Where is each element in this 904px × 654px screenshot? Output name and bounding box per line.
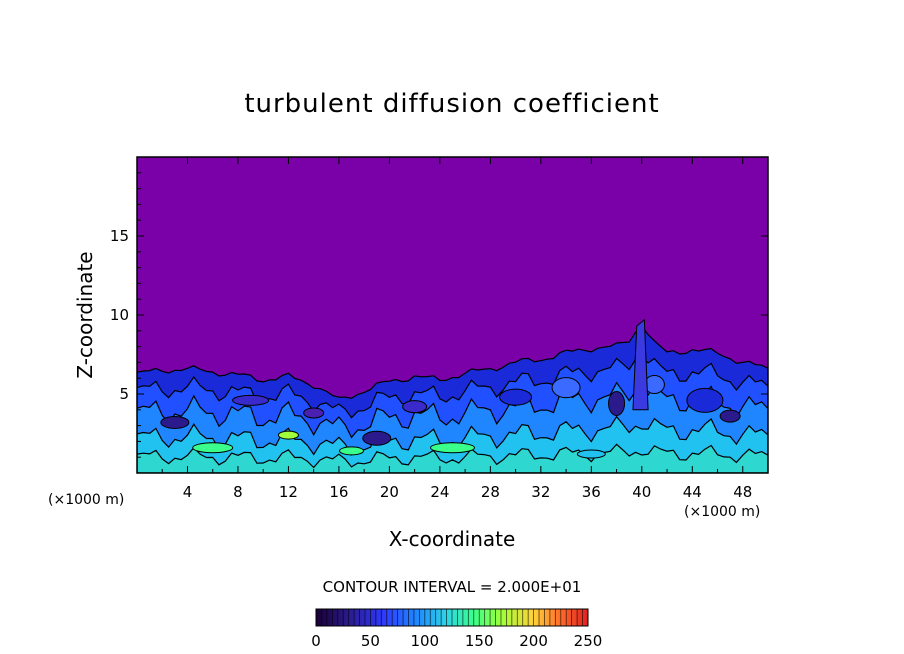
x-unit-left: (×1000 m) [48,492,124,508]
colorbar-contour-lines [321,609,583,626]
eddy-blob [499,388,533,406]
eddy-blob [277,430,299,440]
colorbar-tick-label: 200 [519,632,548,650]
colorbar-tick-label: 0 [311,632,321,650]
colorbar-ticks: 0 50 100 150 200 250 [311,632,602,650]
y-tick-label: 5 [119,385,129,403]
plume [632,318,649,411]
x-tick-label: 40 [632,483,651,501]
x-tick-label: 20 [380,483,399,501]
colorbar-tick-label: 100 [410,632,439,650]
eddy-blob [339,446,365,456]
y-tick-label: 15 [110,227,129,245]
contour-interval-label: CONTOUR INTERVAL = 2.000E+01 [323,578,582,596]
colorbar-tick-label: 150 [465,632,494,650]
eddy-blob [430,442,475,454]
x-axis: 4 8 12 16 20 24 28 32 36 40 44 48 [161,157,752,501]
x-tick-label: 32 [531,483,550,501]
y-axis: 5 10 15 [110,172,768,458]
eddy-blob [232,394,270,406]
eddy-blob [686,387,724,413]
colorbar-tick-label: 50 [361,632,380,650]
x-tick-label: 28 [481,483,500,501]
x-tick-label: 12 [279,483,298,501]
eddy-blob [608,390,626,416]
colorbar: 0 50 100 150 200 250 [311,608,602,650]
x-tick-label: 16 [329,483,348,501]
field-layer-5 [137,443,768,473]
x-unit-right: (×1000 m) [684,504,760,520]
plot-area [137,157,768,473]
eddy-blob [303,407,325,419]
x-tick-label: 44 [683,483,702,501]
x-tick-label: 48 [733,483,752,501]
colorbar-frame [315,608,589,627]
eddy-blob [362,430,392,446]
eddy-blob [192,442,234,454]
turbulence-field [137,318,768,473]
x-axis-label: X-coordinate [389,527,516,551]
x-tick-label: 4 [183,483,193,501]
eddy-blob [719,409,741,423]
x-tick-label: 8 [233,483,243,501]
x-tick-label: 24 [430,483,449,501]
x-tick-label: 36 [582,483,601,501]
eddy-blob [576,449,606,459]
eddy-blob [402,400,428,414]
y-tick-label: 10 [110,306,129,324]
chart-title: turbulent diffusion coefficient [244,89,659,119]
eddy-blob [160,415,190,429]
eddy-blob [551,377,581,399]
y-axis-label: Z-coordinate [73,251,97,378]
colorbar-tick-label: 250 [574,632,603,650]
